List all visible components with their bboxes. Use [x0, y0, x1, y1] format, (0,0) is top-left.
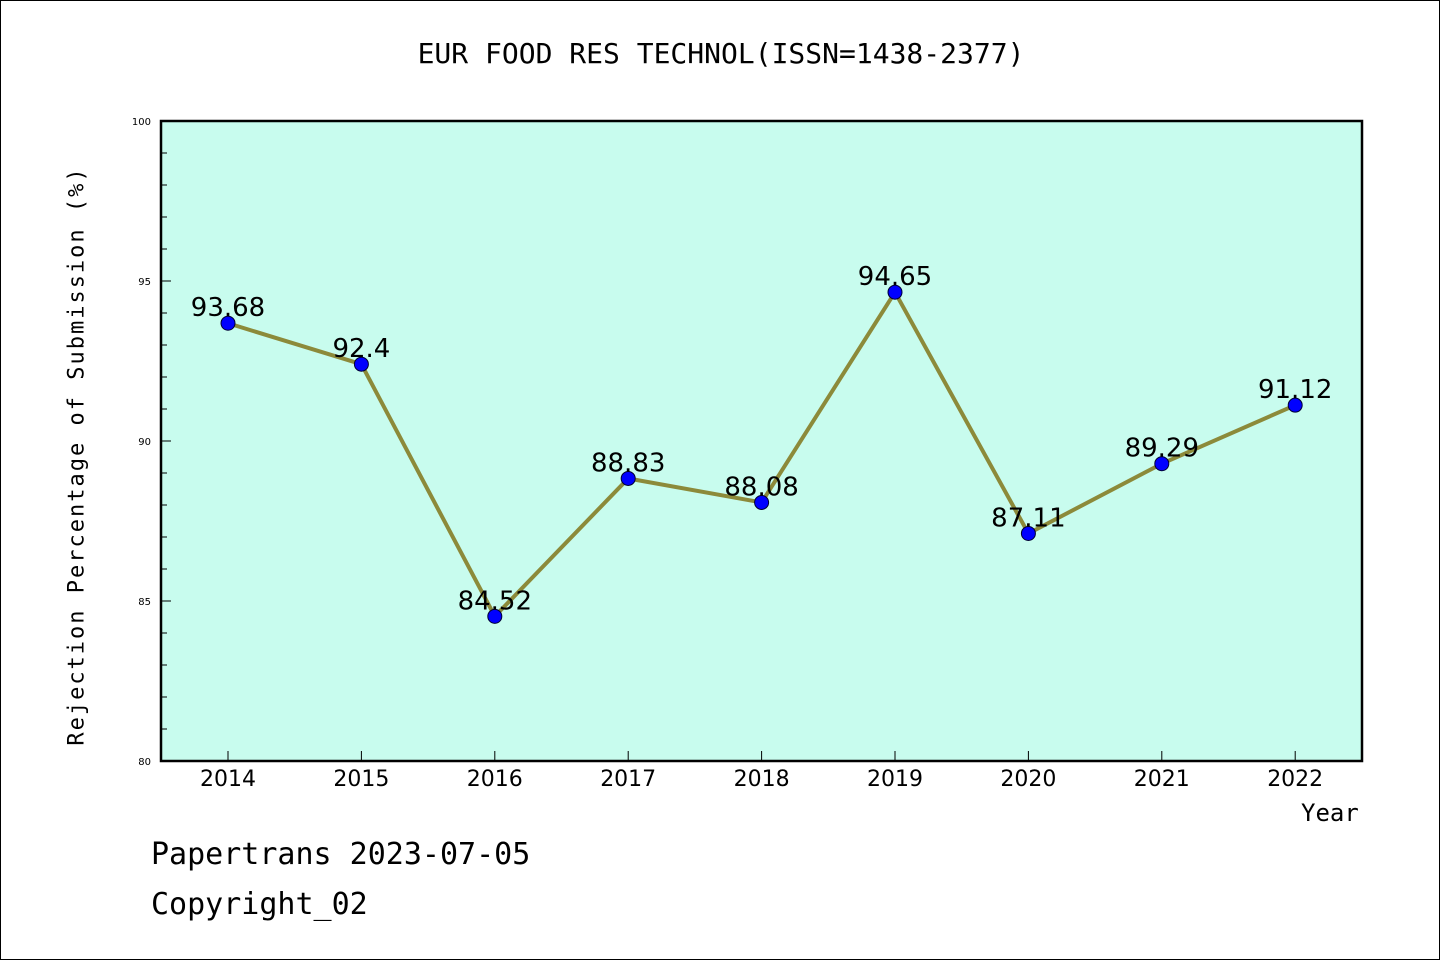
x-tick-label: 2017 [600, 767, 656, 792]
x-tick-label: 2016 [467, 767, 523, 792]
data-label: 94.65 [858, 262, 932, 292]
x-tick-label: 2019 [867, 767, 923, 792]
y-tick-label: 90 [138, 437, 151, 448]
y-tick-label: 95 [138, 277, 151, 288]
x-tick-label: 2021 [1134, 767, 1190, 792]
data-point [620, 470, 636, 486]
data-point [754, 494, 770, 510]
y-tick-label: 100 [132, 117, 151, 128]
y-tick-label: 80 [138, 757, 151, 768]
data-point [1020, 525, 1036, 541]
data-label: 93.68 [191, 293, 265, 323]
data-label: 91.12 [1258, 375, 1332, 405]
x-tick-label: 2022 [1267, 767, 1323, 792]
plot-area [159, 119, 1364, 763]
footer-date: Papertrans 2023-07-05 [151, 837, 531, 872]
data-label: 88.83 [591, 448, 665, 478]
y-tick-label: 85 [138, 597, 151, 608]
x-tick-label: 2015 [333, 767, 389, 792]
data-label: 84.52 [458, 586, 532, 616]
x-axis-label: Year [1301, 799, 1359, 827]
data-label: 92.4 [332, 334, 390, 364]
data-point [1154, 456, 1170, 472]
data-point [1287, 397, 1303, 413]
data-label: 89.29 [1125, 434, 1199, 464]
data-label: 87.11 [991, 503, 1065, 533]
data-label: 88.08 [724, 472, 798, 502]
data-point [353, 356, 369, 372]
chart-title: EUR FOOD RES TECHNOL(ISSN=1438-2377) [417, 37, 1025, 70]
data-point [487, 608, 503, 624]
data-point [220, 315, 236, 331]
x-tick-label: 2014 [200, 767, 256, 792]
data-point [887, 284, 903, 300]
footer-copyright: Copyright_02 [151, 887, 368, 922]
x-tick-label: 2018 [734, 767, 790, 792]
x-tick-label: 2020 [1000, 767, 1056, 792]
